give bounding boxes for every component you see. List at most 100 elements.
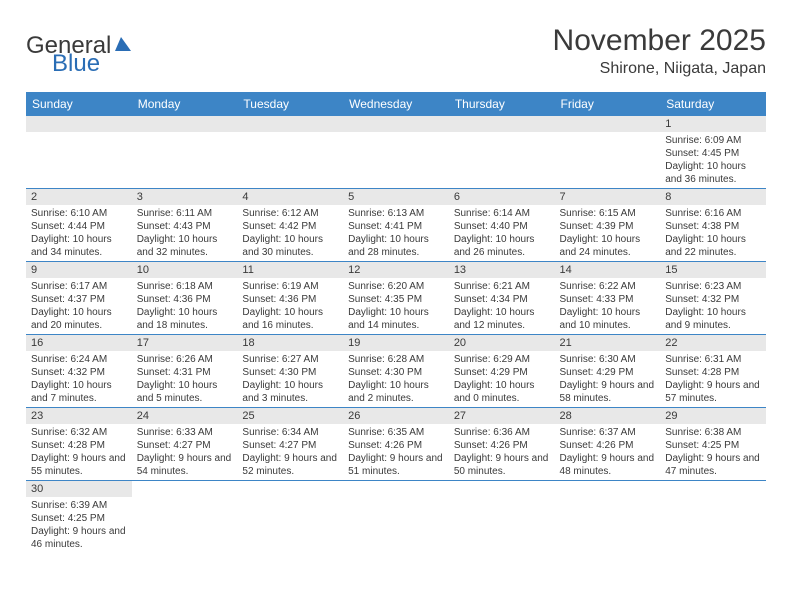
day-details: Sunrise: 6:27 AMSunset: 4:30 PMDaylight:…: [237, 351, 343, 407]
day-details: Sunrise: 6:38 AMSunset: 4:25 PMDaylight:…: [660, 424, 766, 480]
calendar-cell: 15Sunrise: 6:23 AMSunset: 4:32 PMDayligh…: [660, 262, 766, 335]
header: General Blue November 2025 Shirone, Niig…: [26, 24, 766, 78]
calendar-cell: 24Sunrise: 6:33 AMSunset: 4:27 PMDayligh…: [132, 408, 238, 481]
calendar-row: 1Sunrise: 6:09 AMSunset: 4:45 PMDaylight…: [26, 116, 766, 189]
day-details: Sunrise: 6:16 AMSunset: 4:38 PMDaylight:…: [660, 205, 766, 261]
calendar-cell: 1Sunrise: 6:09 AMSunset: 4:45 PMDaylight…: [660, 116, 766, 189]
day-details: Sunrise: 6:32 AMSunset: 4:28 PMDaylight:…: [26, 424, 132, 480]
weekday-header-row: Sunday Monday Tuesday Wednesday Thursday…: [26, 92, 766, 116]
day-details: Sunrise: 6:10 AMSunset: 4:44 PMDaylight:…: [26, 205, 132, 261]
day-details: Sunrise: 6:34 AMSunset: 4:27 PMDaylight:…: [237, 424, 343, 480]
day-details: Sunrise: 6:31 AMSunset: 4:28 PMDaylight:…: [660, 351, 766, 407]
day-number: 8: [660, 189, 766, 205]
day-number: 2: [26, 189, 132, 205]
month-title: November 2025: [553, 24, 766, 58]
day-details: Sunrise: 6:17 AMSunset: 4:37 PMDaylight:…: [26, 278, 132, 334]
day-number: 24: [132, 408, 238, 424]
calendar-cell: 10Sunrise: 6:18 AMSunset: 4:36 PMDayligh…: [132, 262, 238, 335]
day-number: 18: [237, 335, 343, 351]
day-details: Sunrise: 6:15 AMSunset: 4:39 PMDaylight:…: [555, 205, 661, 261]
calendar-cell: 19Sunrise: 6:28 AMSunset: 4:30 PMDayligh…: [343, 335, 449, 408]
weekday-header: Saturday: [660, 92, 766, 116]
calendar-cell: 20Sunrise: 6:29 AMSunset: 4:29 PMDayligh…: [449, 335, 555, 408]
day-number: 30: [26, 481, 132, 497]
calendar-cell: [237, 116, 343, 189]
calendar-cell: 25Sunrise: 6:34 AMSunset: 4:27 PMDayligh…: [237, 408, 343, 481]
day-details: Sunrise: 6:39 AMSunset: 4:25 PMDaylight:…: [26, 497, 132, 553]
day-details: Sunrise: 6:30 AMSunset: 4:29 PMDaylight:…: [555, 351, 661, 407]
calendar-cell: [26, 116, 132, 189]
calendar-cell: 26Sunrise: 6:35 AMSunset: 4:26 PMDayligh…: [343, 408, 449, 481]
calendar-cell: [555, 116, 661, 189]
day-details: Sunrise: 6:11 AMSunset: 4:43 PMDaylight:…: [132, 205, 238, 261]
calendar-table: Sunday Monday Tuesday Wednesday Thursday…: [26, 92, 766, 553]
day-number: 4: [237, 189, 343, 205]
day-details: Sunrise: 6:26 AMSunset: 4:31 PMDaylight:…: [132, 351, 238, 407]
calendar-cell: 21Sunrise: 6:30 AMSunset: 4:29 PMDayligh…: [555, 335, 661, 408]
day-details: Sunrise: 6:19 AMSunset: 4:36 PMDaylight:…: [237, 278, 343, 334]
day-details: Sunrise: 6:12 AMSunset: 4:42 PMDaylight:…: [237, 205, 343, 261]
calendar-cell: 23Sunrise: 6:32 AMSunset: 4:28 PMDayligh…: [26, 408, 132, 481]
day-number: 12: [343, 262, 449, 278]
calendar-cell: [555, 481, 661, 554]
day-number: 15: [660, 262, 766, 278]
calendar-row: 23Sunrise: 6:32 AMSunset: 4:28 PMDayligh…: [26, 408, 766, 481]
calendar-cell: 5Sunrise: 6:13 AMSunset: 4:41 PMDaylight…: [343, 189, 449, 262]
day-number-empty: [343, 116, 449, 132]
calendar-cell: 3Sunrise: 6:11 AMSunset: 4:43 PMDaylight…: [132, 189, 238, 262]
day-number: 17: [132, 335, 238, 351]
calendar-cell: 17Sunrise: 6:26 AMSunset: 4:31 PMDayligh…: [132, 335, 238, 408]
calendar-cell: 4Sunrise: 6:12 AMSunset: 4:42 PMDaylight…: [237, 189, 343, 262]
day-number: 5: [343, 189, 449, 205]
weekday-header: Friday: [555, 92, 661, 116]
calendar-cell: [237, 481, 343, 554]
day-details: Sunrise: 6:36 AMSunset: 4:26 PMDaylight:…: [449, 424, 555, 480]
day-details: Sunrise: 6:21 AMSunset: 4:34 PMDaylight:…: [449, 278, 555, 334]
calendar-row: 30Sunrise: 6:39 AMSunset: 4:25 PMDayligh…: [26, 481, 766, 554]
day-number: 21: [555, 335, 661, 351]
weekday-header: Sunday: [26, 92, 132, 116]
calendar-cell: 18Sunrise: 6:27 AMSunset: 4:30 PMDayligh…: [237, 335, 343, 408]
calendar-cell: 13Sunrise: 6:21 AMSunset: 4:34 PMDayligh…: [449, 262, 555, 335]
title-area: November 2025 Shirone, Niigata, Japan: [553, 24, 766, 78]
calendar-cell: [343, 116, 449, 189]
weekday-header: Thursday: [449, 92, 555, 116]
weekday-header: Monday: [132, 92, 238, 116]
day-number: 27: [449, 408, 555, 424]
day-number: 1: [660, 116, 766, 132]
day-details: Sunrise: 6:09 AMSunset: 4:45 PMDaylight:…: [660, 132, 766, 188]
calendar-cell: [343, 481, 449, 554]
weekday-header: Tuesday: [237, 92, 343, 116]
calendar-cell: [132, 481, 238, 554]
day-details: Sunrise: 6:14 AMSunset: 4:40 PMDaylight:…: [449, 205, 555, 261]
calendar-cell: 9Sunrise: 6:17 AMSunset: 4:37 PMDaylight…: [26, 262, 132, 335]
day-details: Sunrise: 6:23 AMSunset: 4:32 PMDaylight:…: [660, 278, 766, 334]
day-number-empty: [26, 116, 132, 132]
calendar-cell: 28Sunrise: 6:37 AMSunset: 4:26 PMDayligh…: [555, 408, 661, 481]
calendar-cell: 22Sunrise: 6:31 AMSunset: 4:28 PMDayligh…: [660, 335, 766, 408]
day-number: 10: [132, 262, 238, 278]
day-number: 26: [343, 408, 449, 424]
calendar-cell: 11Sunrise: 6:19 AMSunset: 4:36 PMDayligh…: [237, 262, 343, 335]
day-number-empty: [237, 116, 343, 132]
calendar-row: 9Sunrise: 6:17 AMSunset: 4:37 PMDaylight…: [26, 262, 766, 335]
day-number: 13: [449, 262, 555, 278]
day-number: 20: [449, 335, 555, 351]
day-details: Sunrise: 6:22 AMSunset: 4:33 PMDaylight:…: [555, 278, 661, 334]
day-number: 25: [237, 408, 343, 424]
calendar-cell: 29Sunrise: 6:38 AMSunset: 4:25 PMDayligh…: [660, 408, 766, 481]
day-number: 19: [343, 335, 449, 351]
day-number: 9: [26, 262, 132, 278]
calendar-cell: [449, 116, 555, 189]
calendar-cell: 16Sunrise: 6:24 AMSunset: 4:32 PMDayligh…: [26, 335, 132, 408]
calendar-cell: [449, 481, 555, 554]
weekday-header: Wednesday: [343, 92, 449, 116]
day-number: 16: [26, 335, 132, 351]
calendar-cell: 12Sunrise: 6:20 AMSunset: 4:35 PMDayligh…: [343, 262, 449, 335]
day-number: 28: [555, 408, 661, 424]
day-details: Sunrise: 6:20 AMSunset: 4:35 PMDaylight:…: [343, 278, 449, 334]
logo-text-blue: Blue: [52, 50, 100, 78]
calendar-row: 2Sunrise: 6:10 AMSunset: 4:44 PMDaylight…: [26, 189, 766, 262]
day-details: Sunrise: 6:28 AMSunset: 4:30 PMDaylight:…: [343, 351, 449, 407]
day-details: Sunrise: 6:29 AMSunset: 4:29 PMDaylight:…: [449, 351, 555, 407]
